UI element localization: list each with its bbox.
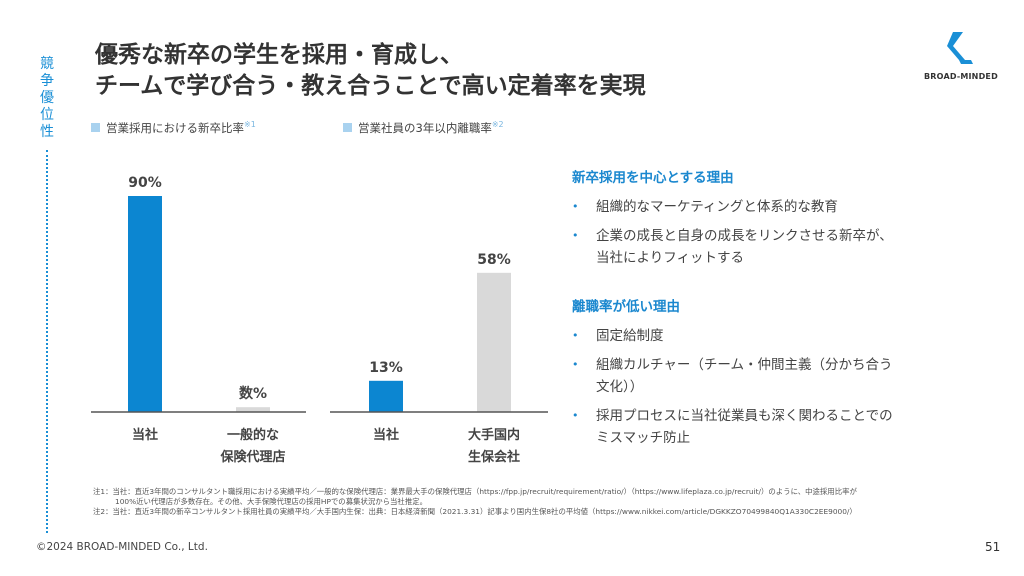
data-label: 13% xyxy=(369,360,403,376)
reason-heading-retention: 離職率が低い理由 xyxy=(572,299,680,315)
legend-note-ref: ※2 xyxy=(491,120,504,130)
reason-list-new-grad: • 組織的なマーケティングと体系的な教育 • 企業の成長と自身の成長をリンクさせる新卒… xyxy=(572,196,952,269)
bar xyxy=(369,380,403,412)
reason-item: • 採用プロセスに当社従業員も深く関わることでの ミスマッチ防止 xyxy=(572,405,952,449)
legend-label: 営業社員の3年以内離職率 xyxy=(358,121,492,135)
logo-text: BROAD-MINDED xyxy=(924,72,998,81)
category-label: 大手国内 xyxy=(468,427,520,443)
reason-text: 固定給制度 xyxy=(596,328,664,344)
category-label: 生保会社 xyxy=(468,449,520,465)
footnote-1: 注1：当社：直近3年間のコンサルタント職採用における実績平均／一般的な保険代理店… xyxy=(93,487,857,496)
side-label-char: 争 xyxy=(40,73,54,89)
reason-text: 組織カルチャー（チーム・仲間主義（分かち合う xyxy=(596,357,893,373)
copyright: ©2024 BROAD-MINDED Co., Ltd. xyxy=(36,541,208,553)
footnote-1-cont: 100%近い代理店が多数存在。その他、大手保険代理店の採用HPでの募集状況から当… xyxy=(115,497,427,506)
bullet-icon: • xyxy=(572,229,579,242)
reason-item: • 固定給制度 xyxy=(572,325,952,347)
reason-heading-new-grad: 新卒採用を中心とする理由 xyxy=(572,170,734,186)
bullet-icon: • xyxy=(572,358,579,371)
bullet-icon: • xyxy=(572,409,579,422)
reason-text: 企業の成長と自身の成長をリンクさせる新卒が、 xyxy=(596,228,893,244)
side-label-char: 優 xyxy=(40,90,54,106)
reason-text: 組織的なマーケティングと体系的な教育 xyxy=(596,199,838,215)
side-section-label: 競 争 優 位 性 xyxy=(37,56,57,141)
bar xyxy=(236,407,270,412)
legend-swatch xyxy=(91,123,100,132)
reason-item: • 組織的なマーケティングと体系的な教育 xyxy=(572,196,952,218)
legend-chart-1: 営業採用における新卒比率※1 xyxy=(91,120,256,136)
reasons-panel: 新卒採用を中心とする理由 • 組織的なマーケティングと体系的な教育 • 企業の成長と自… xyxy=(572,166,952,475)
slide-title: 優秀な新卒の学生を採用・育成し、 チームで学び合う・教え合うことで高い定着率を実… xyxy=(95,40,646,102)
data-label: 数% xyxy=(239,385,267,402)
category-label: 保険代理店 xyxy=(219,449,285,465)
reason-text: ミスマッチ防止 xyxy=(596,430,691,446)
side-dotted-divider xyxy=(46,150,48,533)
legend-swatch xyxy=(343,123,352,132)
category-label: 当社 xyxy=(373,427,399,443)
logo-mark-icon xyxy=(947,32,973,64)
legend-chart-2: 営業社員の3年以内離職率※2 xyxy=(343,120,504,136)
legend-label: 営業採用における新卒比率 xyxy=(106,121,244,135)
page-number: 51 xyxy=(985,540,1001,554)
reason-text: 採用プロセスに当社従業員も深く関わることでの xyxy=(596,408,893,424)
footnote-2: 注2：当社：直近3年間の新卒コンサルタント採用社員の実績平均／大手国内生保：出典… xyxy=(93,507,857,516)
category-label: 当社 xyxy=(132,427,158,443)
reason-item: • 企業の成長と自身の成長をリンクさせる新卒が、 当社によりフィットする xyxy=(572,225,952,269)
data-label: 90% xyxy=(128,175,162,191)
title-line-1: 優秀な新卒の学生を採用・育成し、 xyxy=(95,42,463,68)
side-label-char: 競 xyxy=(40,56,54,72)
reason-text: 文化）） xyxy=(596,379,644,395)
reason-list-retention: • 固定給制度 • 組織カルチャー（チーム・仲間主義（分かち合う 文化）） • 採用プロセス… xyxy=(572,325,952,449)
title-line-2: チームで学び合う・教え合うことで高い定着率を実現 xyxy=(95,73,646,99)
company-logo: BROAD-MINDED xyxy=(924,30,998,81)
footnotes: 注1：当社：直近3年間のコンサルタント職採用における実績平均／一般的な保険代理店… xyxy=(93,487,993,517)
side-label-char: 性 xyxy=(40,124,54,140)
bar xyxy=(477,272,511,412)
bullet-icon: • xyxy=(572,200,579,213)
side-label-char: 位 xyxy=(40,107,54,123)
reason-text: 当社によりフィットする xyxy=(596,250,744,266)
data-label: 58% xyxy=(477,252,511,268)
bar xyxy=(128,196,162,412)
reason-item: • 組織カルチャー（チーム・仲間主義（分かち合う 文化）） xyxy=(572,354,952,398)
category-label: 一般的な xyxy=(227,427,279,443)
legend-note-ref: ※1 xyxy=(244,120,256,130)
bullet-icon: • xyxy=(572,329,579,342)
